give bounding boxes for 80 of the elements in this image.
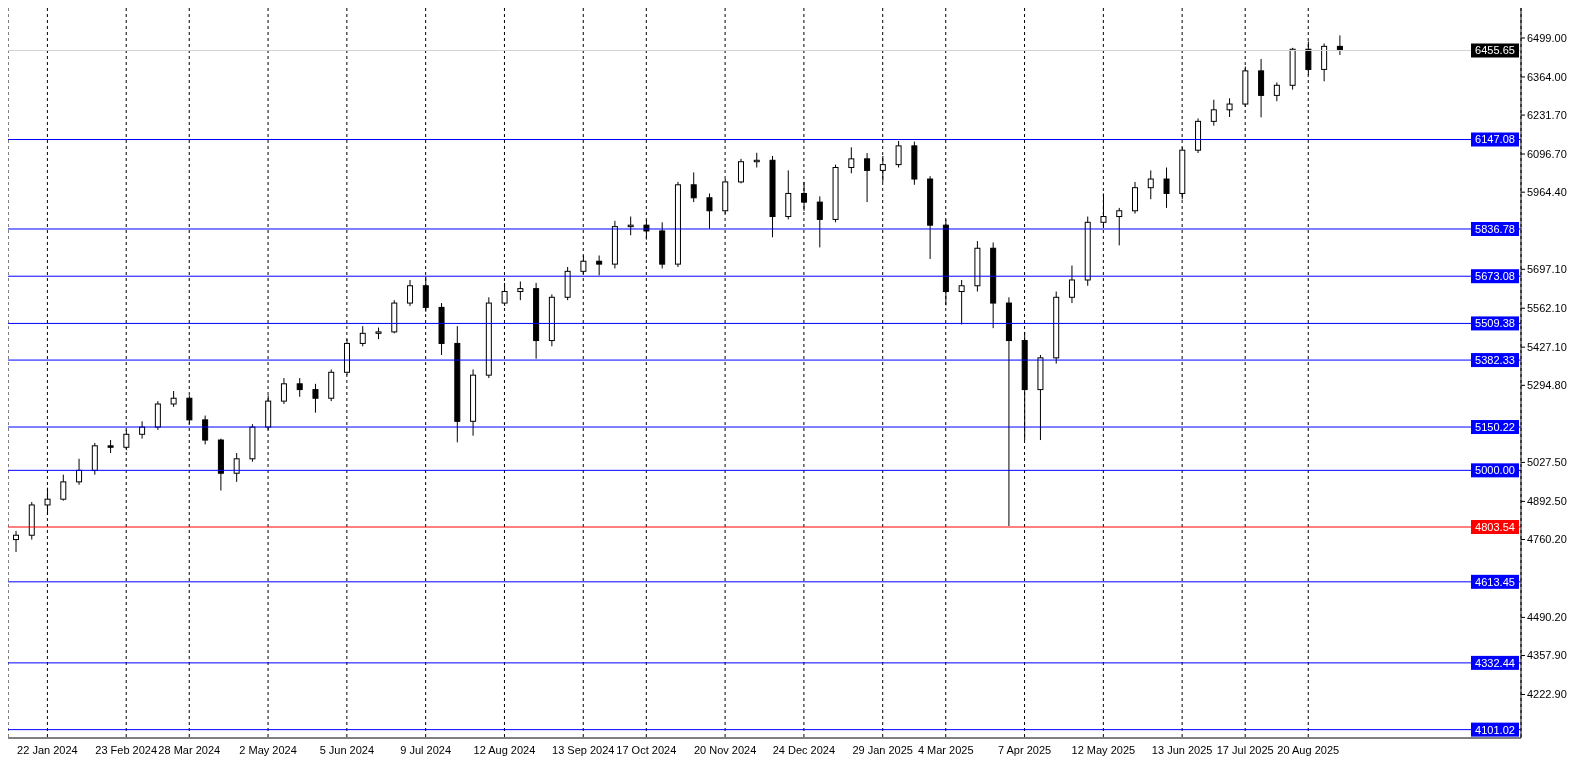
x-tick-label: 5 Jun 2024 [319,743,375,756]
x-tick-label: 13 Jun 2025 [1151,743,1213,756]
ref-line-label: 5382.33 [1475,354,1515,367]
x-tick-label: 4 Mar 2025 [917,743,974,756]
candlestick [1147,169,1154,200]
candlestick [816,195,823,248]
y-tick-label: 5427.10 [1527,341,1567,354]
y-tick-label: 4892.50 [1527,495,1567,508]
candlestick [958,279,965,325]
candlestick [501,282,508,307]
y-tick-label: 5562.10 [1527,302,1567,315]
candlestick [359,325,366,347]
candlestick [1100,192,1107,229]
candlestick [785,169,792,220]
y-tick-label: 4760.20 [1527,533,1567,546]
ref-line-label: 5673.08 [1475,270,1515,283]
y-tick-label: 5964.40 [1527,186,1567,199]
ref-line-label: 4803.54 [1475,521,1515,534]
candlestick [738,158,744,184]
x-tick-label: 23 Feb 2024 [95,743,158,756]
candlestick [1321,42,1328,82]
candlestick [1116,207,1123,246]
y-tick-label: 6096.70 [1527,147,1567,160]
y-tick-label: 4357.90 [1527,649,1567,662]
ref-line-label: 5000.00 [1475,464,1515,477]
x-tick-label: 29 Jan 2025 [852,743,913,756]
x-tick-label: 24 Dec 2024 [772,743,836,756]
candlestick [1068,265,1075,304]
y-tick-label: 4222.90 [1527,688,1567,701]
candlestick [1273,81,1280,102]
candlestick [233,452,240,483]
candlestick [1163,167,1170,209]
ref-line-label: 4613.45 [1475,575,1515,588]
x-tick-label: 2 May 2024 [239,743,297,756]
x-tick-label: 13 Sep 2024 [552,743,615,756]
y-tick-label: 4490.20 [1527,611,1567,624]
candlestick [422,276,429,313]
candlestick [1132,181,1139,215]
x-tick-label: 20 Aug 2025 [1277,743,1340,756]
candlestick [407,279,414,307]
candlestick [690,171,697,203]
candlestick [76,458,83,486]
candlestick [895,140,902,168]
y-tick-label: 5294.80 [1527,379,1567,392]
candlestick [864,152,871,203]
y-tick-label: 5027.50 [1527,456,1567,469]
x-tick-label: 22 Jan 2024 [17,743,78,756]
y-tick-label: 6231.70 [1527,109,1567,121]
ref-line-label: 6147.08 [1475,133,1515,146]
y-tick-label: 6364.00 [1527,70,1567,83]
candlestick [1226,97,1233,118]
y-tick-label: 6499.00 [1527,31,1567,44]
candlestick [1210,99,1217,127]
x-tick-label: 7 Apr 2025 [997,743,1052,756]
x-tick-label: 12 Aug 2024 [473,743,536,756]
candlestick [44,487,51,516]
x-tick-label: 17 Jul 2025 [1216,743,1274,756]
candlestick [596,254,603,276]
ref-line-label: 6455.65 [1475,44,1515,57]
x-tick-label: 9 Jul 2024 [400,743,452,756]
ref-line-label: 5509.38 [1475,317,1515,330]
candlestick [280,377,287,405]
candlestick [848,146,855,174]
candlestick [517,280,524,301]
candlestick [13,530,20,553]
ref-line-label: 4101.02 [1475,723,1515,736]
candlestick [706,192,713,230]
x-tick-label: 28 Mar 2024 [158,743,221,756]
y-tick-label: 5697.10 [1527,263,1567,276]
candlestick [154,400,161,431]
candlestick [296,377,303,398]
candlestick [202,415,209,445]
candlestick [312,383,319,414]
candlestick [60,474,67,502]
x-tick-label: 20 Nov 2024 [693,743,757,756]
ref-line-label: 5150.22 [1475,421,1515,434]
ref-line-label: 5836.78 [1475,223,1515,235]
ref-line-label: 4332.44 [1475,656,1515,669]
x-tick-label: 17 Oct 2024 [616,743,677,756]
x-tick-label: 12 May 2025 [1071,743,1136,756]
